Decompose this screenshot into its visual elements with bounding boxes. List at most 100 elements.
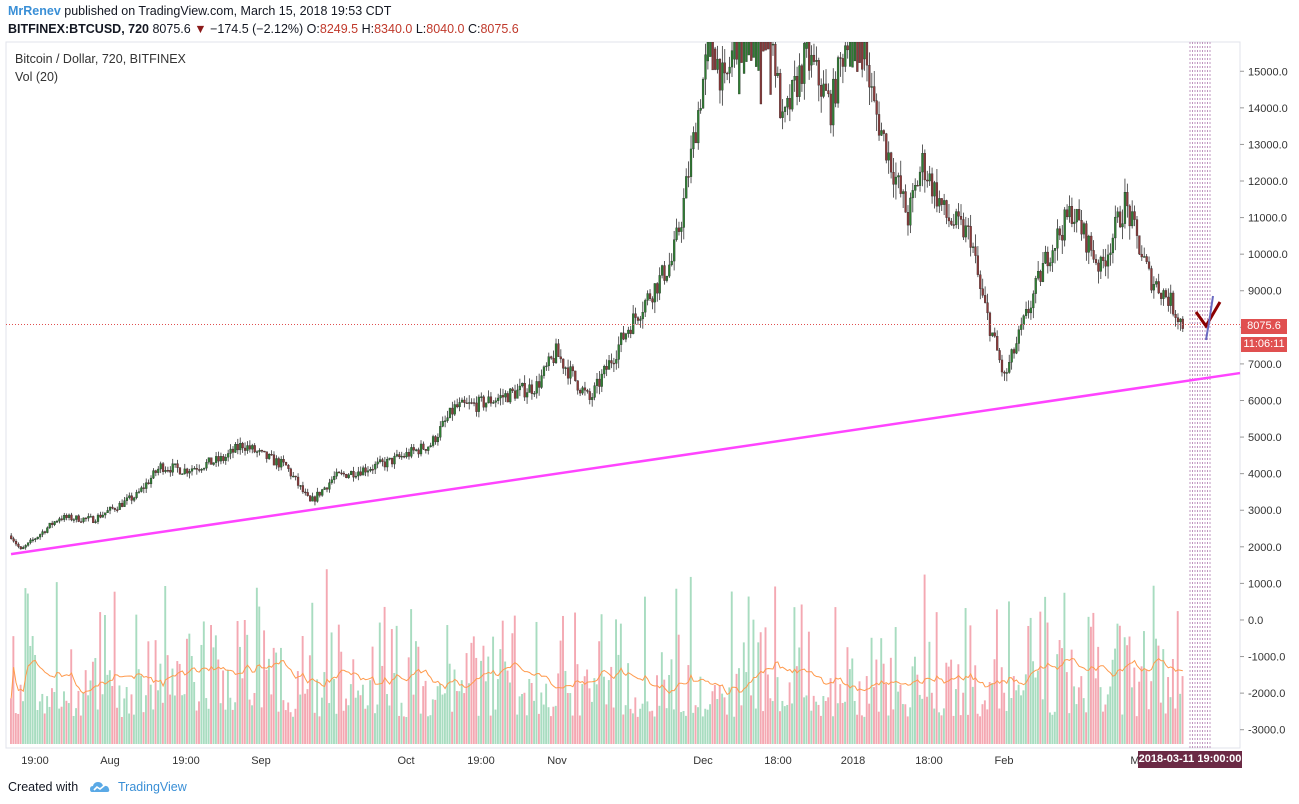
candle-body: [670, 260, 673, 266]
volume-bar: [345, 698, 347, 744]
volume-bar: [402, 716, 405, 744]
candle-body: [889, 152, 893, 173]
volume-bar: [484, 681, 487, 744]
y-tick-label: 13000.0: [1248, 139, 1288, 151]
volume-bar: [1075, 704, 1078, 744]
volume-bar: [386, 694, 388, 744]
volume-bar: [1073, 686, 1076, 744]
candle-body: [861, 42, 864, 70]
candle-body: [24, 545, 27, 548]
candle-body: [651, 298, 654, 303]
tradingview-link[interactable]: TradingView: [118, 780, 187, 794]
candle-body: [275, 458, 278, 466]
volume-bar: [634, 697, 637, 744]
candle-body: [1000, 359, 1004, 373]
volume-bar: [684, 715, 687, 744]
candle-body: [340, 472, 343, 475]
volume-bar: [574, 612, 577, 744]
volume-bar: [468, 683, 470, 744]
volume-bar: [940, 715, 943, 744]
price-chart[interactable]: 15000.0 14000.0 13000.0 12000.0 11000.0 10000…: [0, 0, 1299, 772]
candle-body: [632, 313, 635, 334]
candle-body: [460, 399, 464, 403]
candle-body: [366, 470, 370, 473]
volume-bar: [846, 647, 849, 744]
volume-bar: [911, 666, 914, 744]
volume-bar: [600, 614, 603, 744]
candle-body: [99, 514, 102, 518]
candle-body: [161, 463, 165, 472]
volume-bar: [1058, 640, 1061, 744]
candle-body: [538, 381, 541, 388]
candle-body: [865, 42, 869, 66]
low-value: 8040.0: [426, 22, 465, 36]
candle-body: [938, 198, 941, 207]
candle-body: [497, 397, 500, 401]
candle-body: [323, 487, 326, 490]
candle-body: [557, 343, 560, 357]
x-tick-label: Dec: [693, 755, 713, 767]
candle-body: [207, 457, 210, 463]
volume-bar: [328, 703, 331, 744]
volume-bar: [63, 691, 65, 744]
candle-body: [318, 491, 321, 496]
volume-bar: [576, 664, 579, 744]
volume-bar: [1176, 611, 1179, 744]
volume-bar: [856, 714, 859, 744]
candle-body: [1080, 220, 1083, 235]
volume-bar: [713, 684, 716, 744]
volume-bar: [393, 672, 396, 744]
volume-bar: [1020, 695, 1022, 744]
countdown-tag: 11:06:11: [1241, 337, 1287, 352]
candle-body: [815, 60, 818, 62]
volume-bar: [656, 675, 658, 744]
candle-body: [911, 190, 914, 199]
volume-bar: [96, 709, 99, 744]
volume-bar: [1027, 625, 1030, 744]
candle-body: [287, 465, 290, 469]
volume-bar: [205, 698, 208, 744]
candle-body: [820, 85, 823, 97]
volume-bar: [135, 614, 138, 744]
candle-body: [1008, 362, 1011, 373]
candle-body: [236, 444, 239, 451]
volume-bar: [487, 656, 490, 744]
candle-body: [378, 459, 382, 463]
author-link[interactable]: MrRenev: [8, 4, 61, 18]
volume-bar: [892, 709, 895, 744]
candle-body: [660, 265, 664, 276]
volume-bar: [783, 706, 786, 744]
volume-bar: [812, 695, 815, 744]
volume-bar: [142, 712, 145, 744]
candle-body: [39, 534, 42, 538]
candle-body: [786, 98, 789, 108]
candle-body: [1041, 263, 1045, 282]
candle-body: [36, 536, 39, 540]
volume-bar: [791, 703, 793, 744]
volume-bar: [689, 576, 692, 744]
volume-bar: [173, 695, 176, 744]
volume-bar: [325, 569, 328, 744]
volume-bar: [942, 708, 945, 744]
candle-body: [762, 42, 765, 52]
volume-bar: [434, 699, 437, 744]
candle-body: [1029, 307, 1033, 314]
candle-body: [482, 396, 485, 408]
candle-body: [692, 132, 695, 150]
candle-body: [754, 42, 758, 67]
candle-body: [1133, 211, 1136, 220]
volume-bar: [494, 709, 497, 744]
volume-bar: [641, 703, 644, 744]
candle-body: [159, 463, 162, 470]
candle-body: [1020, 324, 1023, 330]
volume-bar: [947, 666, 950, 744]
change-value: −174.5 (−2.12%): [210, 22, 304, 36]
candle-body: [1099, 256, 1102, 272]
volume-bar: [369, 680, 372, 744]
volume-bar: [803, 697, 806, 744]
volume-bar: [106, 674, 109, 744]
candle-body: [1012, 349, 1016, 354]
candle-body: [947, 217, 951, 222]
volume-bar: [537, 713, 540, 744]
candle-body: [1181, 318, 1184, 329]
